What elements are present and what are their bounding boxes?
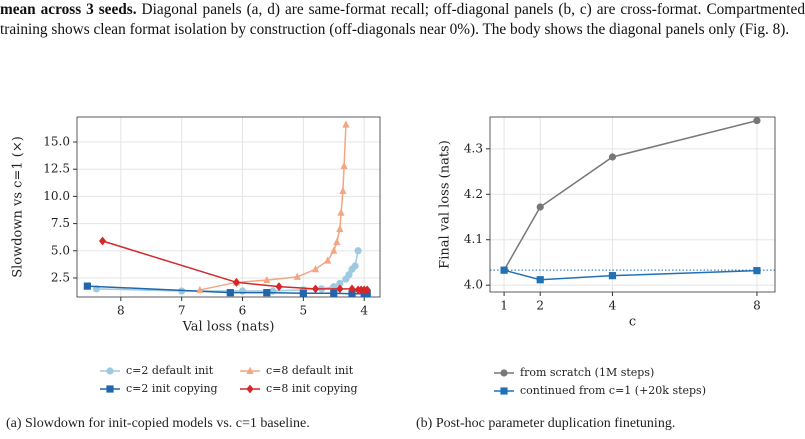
marker [336,224,344,233]
y-tick-label: 4.2 [464,187,483,201]
marker [232,277,241,287]
x-tick-label: 6 [239,304,247,318]
legend-marker [246,384,254,394]
y-tick-label: 15.0 [43,135,70,149]
marker [340,161,348,169]
marker [196,285,204,293]
marker [336,279,344,288]
plot-frame [76,116,381,298]
legend-marker [106,367,114,375]
x-tick-label: 8 [753,299,761,313]
marker [263,289,271,297]
legend-label: c=2 init copying [126,382,218,395]
y-axis-label: Final val loss (nats) [438,140,453,269]
marker [238,287,247,295]
marker [753,117,761,125]
marker [226,289,234,297]
y-tick-label: 12.5 [43,162,70,176]
caption: (a) Slowdown for init-copied models vs. … [6,416,310,431]
legend-marker [106,385,114,393]
marker [608,272,617,280]
marker [342,120,350,128]
marker [363,285,371,295]
y-tick-label: 4.3 [464,141,483,155]
y-tick-label: 10.0 [43,189,70,203]
marker [330,246,338,254]
marker [299,289,307,297]
marker [337,208,345,216]
marker [345,271,353,279]
y-tick-label: 4.0 [464,278,483,292]
marker [354,247,362,255]
series-line [503,119,758,271]
marker [293,272,301,280]
x-axis-label: c [629,315,636,330]
x-tick-label: 7 [178,304,186,318]
plot-frame [489,116,776,293]
y-tick-label: 2.5 [51,270,70,284]
marker [98,236,107,246]
x-tick-label: 5 [300,304,308,318]
marker [351,262,359,270]
legend-marker [246,366,254,374]
marker [330,289,338,297]
x-tick-label: 8 [117,304,125,318]
x-tick-label: 4 [609,299,617,313]
legend-label: continued from c=1 (+20k steps) [520,384,706,397]
legend-marker [500,387,508,395]
marker [348,284,356,294]
x-tick-label: 2 [536,299,544,313]
marker [311,284,320,294]
legend-marker [500,369,508,377]
marker [348,290,356,298]
x-tick-label: 4 [360,304,368,318]
marker [339,186,347,194]
marker [536,276,544,284]
marker [263,275,271,284]
marker [608,153,617,161]
marker [275,282,283,292]
marker [536,203,544,211]
body-text: Diagonal panels (a, d) are same-format r… [0,1,805,38]
paragraph: mean across 3 seeds. Diagonal panels (a,… [0,0,805,40]
bold-text: mean across 3 seeds. [0,1,137,18]
series-line [503,269,757,281]
marker [753,267,761,275]
series-line [199,124,347,291]
y-axis-label: Slowdown vs c=1 (×) [11,136,26,278]
x-tick-label: 1 [500,299,508,313]
x-axis-label: Val loss (nats) [182,320,275,335]
caption: (b) Post-hoc parameter duplication finet… [416,416,675,431]
y-tick-label: 4.1 [464,232,483,246]
marker [83,282,91,290]
marker [500,266,508,274]
marker [324,256,332,264]
legend-label: c=8 init copying [266,382,358,395]
y-tick-label: 7.5 [51,216,70,230]
marker [311,265,320,273]
marker [336,284,344,294]
marker [333,237,341,246]
legend-label: c=2 default init [126,364,214,377]
y-tick-label: 5.0 [51,243,70,257]
legend-label: c=8 default init [266,364,354,377]
legend-label: from scratch (1M steps) [520,366,654,379]
